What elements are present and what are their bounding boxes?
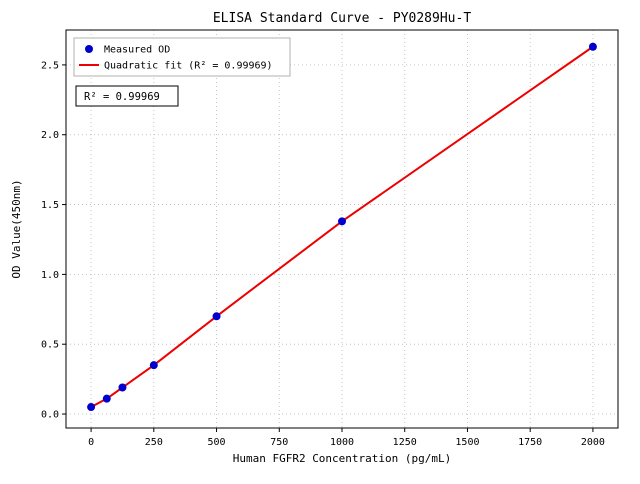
- data-point: [87, 403, 96, 412]
- legend-box: [73, 37, 291, 77]
- x-tick-label: 500: [208, 437, 226, 448]
- x-tick-label: 750: [270, 437, 288, 448]
- annotation-box: [75, 85, 179, 107]
- y-tick-label: 2.5: [41, 60, 59, 71]
- y-tick-label: 1.5: [41, 200, 59, 211]
- legend: Measured OD Quadratic fit (R² = 0.99969): [73, 37, 291, 77]
- data-point: [338, 217, 346, 226]
- data-point: [102, 394, 111, 403]
- legend-label-quadratic-fit: Quadratic fit (R² = 0.99969): [104, 61, 273, 72]
- y-tick-label: 0.0: [41, 410, 59, 421]
- x-tick-label: 0: [88, 437, 94, 448]
- r-squared-annotation: R² = 0.99969: [75, 85, 179, 107]
- data-point: [118, 383, 127, 392]
- data-point: [212, 312, 221, 321]
- x-tick-label: 2000: [581, 437, 605, 448]
- x-tick-label: 1500: [455, 437, 479, 448]
- legend-label-measured-od: Measured OD: [104, 45, 170, 56]
- measured-od-points: [87, 42, 597, 412]
- chart-title: ELISA Standard Curve - PY0289Hu-T: [213, 11, 471, 26]
- x-tick-label: 1250: [393, 437, 417, 448]
- y-tick-label: 2.0: [41, 130, 59, 141]
- x-tick-label: 1000: [330, 437, 354, 448]
- legend-marker-measured-od: [85, 45, 93, 53]
- y-axis-label: OD Value(450nm): [10, 179, 23, 278]
- y-tick-label: 1.0: [41, 270, 59, 281]
- y-tick-label: 0.5: [41, 340, 59, 351]
- data-point: [588, 42, 597, 51]
- data-point: [149, 361, 158, 370]
- annotation-text: R² = 0.99969: [84, 91, 160, 103]
- axis-ticks: 0 250 500 750 1000 1250 1500 1750 2000 0.0 0.5 1.0 1…: [41, 60, 605, 448]
- x-tick-label: 250: [145, 437, 163, 448]
- x-tick-label: 1750: [518, 437, 542, 448]
- x-axis-label: Human FGFR2 Concentration (pg/mL): [233, 452, 452, 465]
